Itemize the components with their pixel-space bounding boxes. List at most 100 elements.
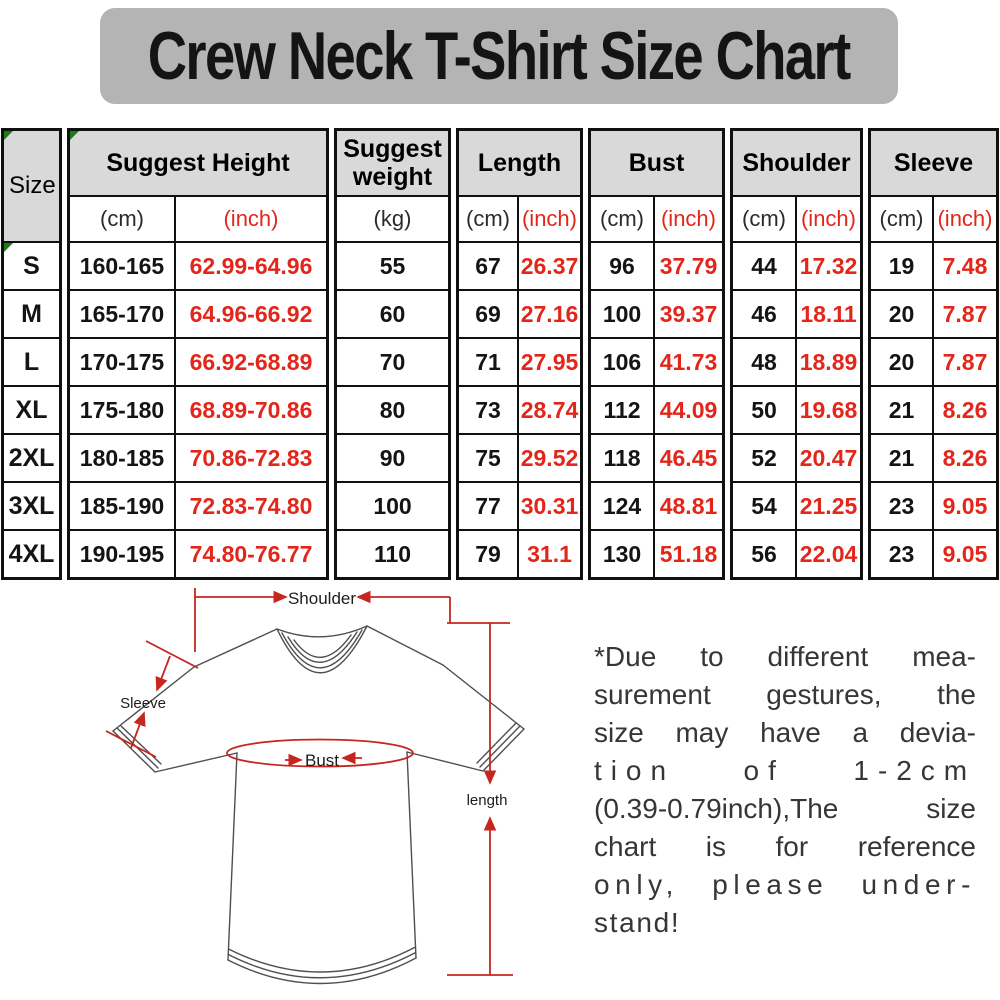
value-cell: 52 [733,435,795,481]
value-cell: 130 [591,531,653,577]
value-cell: 165-170 [70,291,174,337]
value-cell: 66.92-68.89 [176,339,326,385]
value-cell: 29.52 [519,435,580,481]
value-cell: 106 [591,339,653,385]
measure-column-group: Length (cm) (inch) 67 26.37 69 27.16 71 27.95 73 2… [456,128,583,580]
value-cell: 79 [459,531,517,577]
value-cell: 44.09 [655,387,722,433]
unit-label: (cm) [591,197,653,241]
value-cell: 75 [459,435,517,481]
value-cell: 28.74 [519,387,580,433]
chart-title: Crew Neck T-Shirt Size Chart [148,18,852,94]
sleeve-arrow-lower [130,711,146,749]
value-cell: 90 [337,435,448,481]
unit-label: (cm) [871,197,932,241]
value-cell: 39.37 [655,291,722,337]
unit-label: (inch) [519,197,580,241]
size-header: Size [4,131,59,241]
note-line: (0.39-0.79inch),The size [594,793,976,824]
value-cell: 7.48 [934,243,996,289]
value-cell: 96 [591,243,653,289]
group-header: Length [459,131,580,195]
note-line: stand! [594,907,681,938]
unit-label: (inch) [797,197,860,241]
value-cell: 185-190 [70,483,174,529]
unit-label: (cm) [459,197,517,241]
value-cell: 20 [871,291,932,337]
value-cell: 73 [459,387,517,433]
measure-column-group: Suggest Height (cm) (inch) 160-165 62.99-64.… [67,128,329,580]
tshirt-measurement-diagram: Shoulder Sleeve Bust length [105,588,525,985]
value-cell: 9.05 [934,531,996,577]
value-cell: 20 [871,339,932,385]
value-cell: 118 [591,435,653,481]
value-cell: 21 [871,435,932,481]
value-cell: 77 [459,483,517,529]
sleeve-arrow-upper [155,655,171,692]
value-cell: 70.86-72.83 [176,435,326,481]
value-cell: 46.45 [655,435,722,481]
group-header: Suggest Height [70,131,326,195]
value-cell: 21 [871,387,932,433]
value-cell: 48.81 [655,483,722,529]
unit-label: (cm) [733,197,795,241]
tshirt-outline [112,625,525,985]
value-cell: 8.26 [934,387,996,433]
unit-label: (kg) [337,197,448,241]
value-cell: 62.99-64.96 [176,243,326,289]
value-cell: 80 [337,387,448,433]
value-cell: 37.79 [655,243,722,289]
note-line: only, please under- [594,869,976,900]
group-header: Shoulder [733,131,860,195]
value-cell: 51.18 [655,531,722,577]
value-cell: 124 [591,483,653,529]
value-cell: 22.04 [797,531,860,577]
value-cell: 31.1 [519,531,580,577]
value-cell: 8.26 [934,435,996,481]
shoulder-label: Shoulder [288,589,356,608]
measure-column-group: Shoulder (cm) (inch) 44 17.32 46 18.11 48 18.89 5… [730,128,863,580]
bust-label: Bust [305,751,339,770]
size-column-group: Size S M L XL 2XL 3XL 4XL [1,128,62,580]
sleeve-tick-upper [145,640,199,669]
value-cell: 100 [337,483,448,529]
value-cell: 27.16 [519,291,580,337]
sleeve-tick-lower [105,730,157,758]
value-cell: 112 [591,387,653,433]
size-cell: 4XL [4,531,59,577]
value-cell: 180-185 [70,435,174,481]
value-cell: 19 [871,243,932,289]
value-cell: 30.31 [519,483,580,529]
value-cell: 70 [337,339,448,385]
group-header: Bust [591,131,722,195]
value-cell: 190-195 [70,531,174,577]
value-cell: 9.05 [934,483,996,529]
bust-ellipse [226,738,414,768]
chart-title-bar: Crew Neck T-Shirt Size Chart [100,8,898,104]
value-cell: 110 [337,531,448,577]
note-line: size may have a devia- [594,717,976,748]
group-header: Suggest weight [337,131,448,195]
measure-column-group: Bust (cm) (inch) 96 37.79 100 39.37 106 41.73 112… [588,128,725,580]
value-cell: 18.89 [797,339,860,385]
value-cell: 26.37 [519,243,580,289]
unit-label: (inch) [934,197,996,241]
value-cell: 60 [337,291,448,337]
size-cell: 3XL [4,483,59,529]
size-cell: S [4,243,59,289]
note-line: *Due to different mea- [594,641,976,672]
value-cell: 160-165 [70,243,174,289]
value-cell: 23 [871,531,932,577]
length-label: length [467,792,508,809]
value-cell: 19.68 [797,387,860,433]
group-header: Sleeve [871,131,996,195]
value-cell: 56 [733,531,795,577]
value-cell: 27.95 [519,339,580,385]
value-cell: 46 [733,291,795,337]
value-cell: 68.89-70.86 [176,387,326,433]
value-cell: 18.11 [797,291,860,337]
value-cell: 7.87 [934,291,996,337]
size-table: Size S M L XL 2XL 3XL 4XL Suggest Height (cm) (inc… [1,128,999,580]
value-cell: 41.73 [655,339,722,385]
value-cell: 50 [733,387,795,433]
